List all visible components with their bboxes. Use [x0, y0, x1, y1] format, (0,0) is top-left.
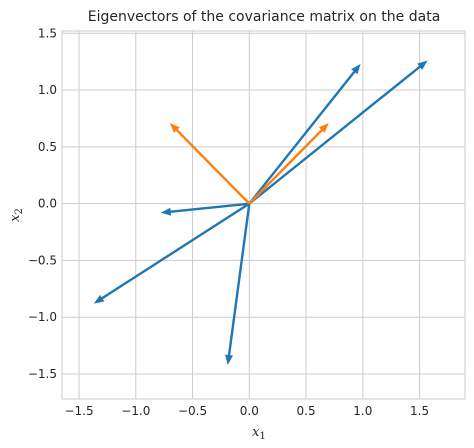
x-tick-label: −1.5 [64, 404, 93, 418]
x-tick-label: −1.0 [121, 404, 150, 418]
x-tick-labels: −1.5 −1.0 −0.5 0.0 0.5 1.0 1.5 [64, 404, 429, 418]
y-tick-label: 0.0 [38, 197, 57, 211]
vectors [93, 60, 428, 365]
eigenvector-arrow [93, 202, 250, 304]
arrow-shaft [227, 203, 251, 357]
grid-lines [62, 31, 465, 399]
x-tick-label: 0.5 [297, 404, 316, 418]
eigenvector-arrow [248, 123, 329, 205]
y-tick-label: −0.5 [28, 253, 57, 267]
y-tick-label: 1.0 [38, 83, 57, 97]
chart-title: Eigenvectors of the covariance matrix on… [88, 9, 441, 25]
y-tick-label: −1.5 [28, 367, 57, 381]
eigenvector-arrow [248, 60, 428, 205]
arrow-head [417, 60, 428, 70]
arrow-head [351, 63, 361, 75]
arrow-head [225, 354, 234, 365]
arrow-shaft [100, 202, 250, 300]
y-tick-label: −1.0 [28, 310, 57, 324]
x-tick-label: 1.0 [353, 404, 372, 418]
eigenvector-arrow [160, 202, 250, 216]
x-axis-label: x1 [252, 425, 266, 442]
y-tick-label: 0.5 [38, 140, 57, 154]
y-tick-label: 1.5 [38, 26, 57, 40]
arrow-head [169, 123, 180, 133]
x-tick-label: −0.5 [178, 404, 207, 418]
x-tick-label: 0.0 [240, 404, 259, 418]
eigenvector-arrow [225, 203, 251, 365]
eigenvector-arrow [248, 63, 361, 205]
y-tick-labels: −1.5 −1.0 −0.5 0.0 0.5 1.0 1.5 [28, 26, 57, 381]
eigenvector-arrow [169, 123, 251, 205]
arrow-head [93, 294, 105, 304]
x-tick-label: 1.5 [410, 404, 429, 418]
arrow-shaft [248, 128, 324, 205]
y-axis-label: x2 [8, 208, 25, 222]
plot-frame [61, 30, 466, 400]
arrow-shaft [248, 65, 422, 205]
arrow-shaft [248, 70, 356, 205]
arrow-shaft [169, 202, 250, 214]
arrow-head [160, 207, 172, 216]
arrow-shaft [175, 128, 251, 205]
arrow-head [318, 123, 329, 133]
plot-area [62, 31, 465, 399]
